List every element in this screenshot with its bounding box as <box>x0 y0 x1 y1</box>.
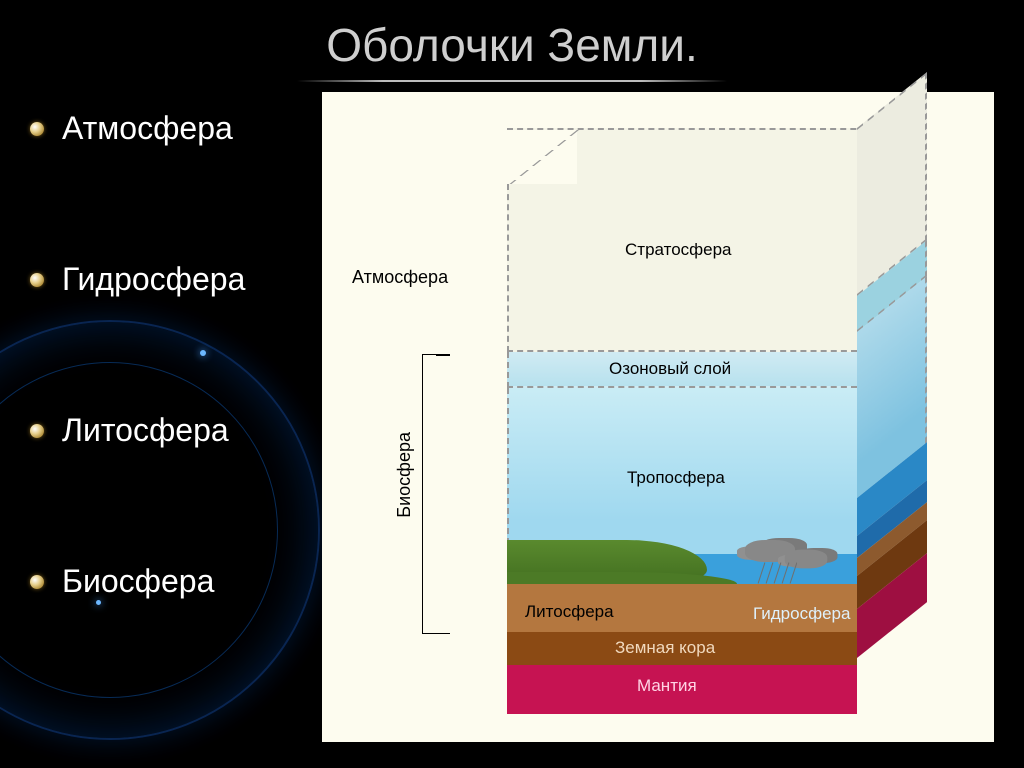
bullet-label: Литосфера <box>62 412 229 449</box>
bullet-label: Гидросфера <box>62 261 245 298</box>
bullet-label: Атмосфера <box>62 110 233 147</box>
bullet-icon <box>30 424 44 438</box>
bullet-label: Биосфера <box>62 563 214 600</box>
bullet-icon <box>30 575 44 589</box>
list-item: Литосфера <box>30 412 290 449</box>
layer-cube: Стратосфера Озоновый слой Тропосфера Лит… <box>507 128 927 714</box>
title-underline <box>297 80 727 82</box>
stratosphere-layer <box>507 184 857 352</box>
mantle-label: Мантия <box>637 676 697 696</box>
crust-label: Земная кора <box>615 638 715 658</box>
slide-title: Оболочки Земли. <box>0 0 1024 72</box>
troposphere-label: Тропосфера <box>627 468 725 488</box>
bullet-list: Атмосфера Гидросфера Литосфера Биосфера <box>30 110 290 714</box>
hydrosphere-label: Гидросфера <box>753 604 850 624</box>
list-item: Атмосфера <box>30 110 290 147</box>
biosphere-bracket <box>422 354 436 634</box>
bullet-icon <box>30 273 44 287</box>
lithosphere-label: Литосфера <box>525 602 614 622</box>
ozone-label: Озоновый слой <box>609 359 731 379</box>
cube-front: Стратосфера Озоновый слой Тропосфера Лит… <box>507 184 857 714</box>
stratosphere-label: Стратосфера <box>625 240 732 260</box>
earth-spheres-diagram: Атмосфера Биосфера <box>322 92 994 742</box>
biosphere-side-label: Биосфера <box>394 432 415 518</box>
cube-side <box>857 128 927 714</box>
atmosphere-side-label: Атмосфера <box>352 267 448 288</box>
bullet-icon <box>30 122 44 136</box>
list-item: Биосфера <box>30 563 290 600</box>
list-item: Гидросфера <box>30 261 290 298</box>
